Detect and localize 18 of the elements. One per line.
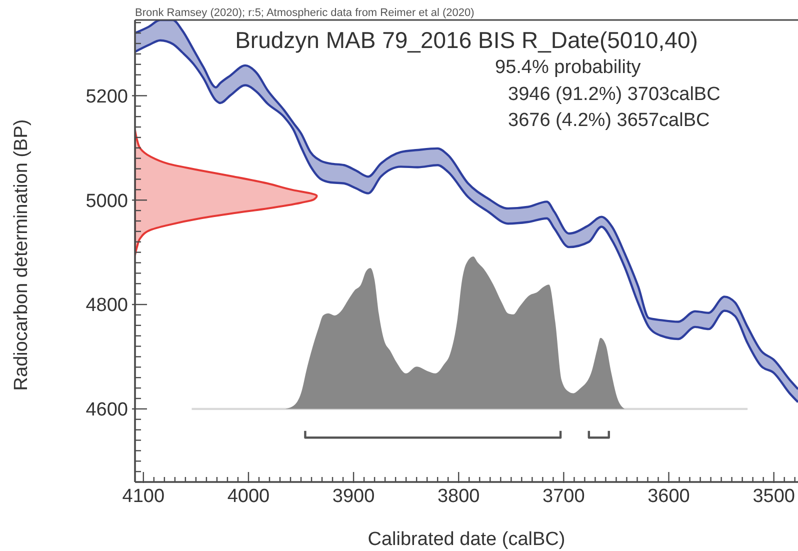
annotation: 95.4% probability bbox=[495, 57, 642, 78]
y-tick-label: 4800 bbox=[86, 295, 128, 316]
x-axis-title: Calibrated date (calBC) bbox=[368, 529, 566, 550]
x-tick-label: 3600 bbox=[648, 486, 690, 507]
x-tick-label: 3900 bbox=[332, 486, 375, 507]
x-tick-label: 3700 bbox=[542, 486, 585, 507]
chart-title: Brudzyn MAB 79_2016 BIS R_Date(5010,40) bbox=[235, 27, 698, 53]
text: Bronk Ramsey (2020); r:5; Atmospheric data from Reimer et al (2020) bbox=[135, 7, 474, 19]
x-tick-label: 4100 bbox=[122, 486, 165, 507]
y-axis-title: Radiocarbon determination (BP) bbox=[11, 119, 32, 391]
y-tick-label: 5200 bbox=[86, 86, 128, 108]
x-tick-label: 3800 bbox=[437, 486, 480, 507]
annotation: 3676 (4.2%) 3657calBC bbox=[508, 110, 710, 131]
x-tick-label: 3500 bbox=[752, 486, 795, 507]
y-tick-label: 5000 bbox=[86, 190, 128, 212]
y-tick-label: 4600 bbox=[86, 400, 128, 421]
annotation: 3946 (91.2%) 3703calBC bbox=[508, 84, 720, 105]
x-tick-label: 4000 bbox=[227, 486, 270, 507]
